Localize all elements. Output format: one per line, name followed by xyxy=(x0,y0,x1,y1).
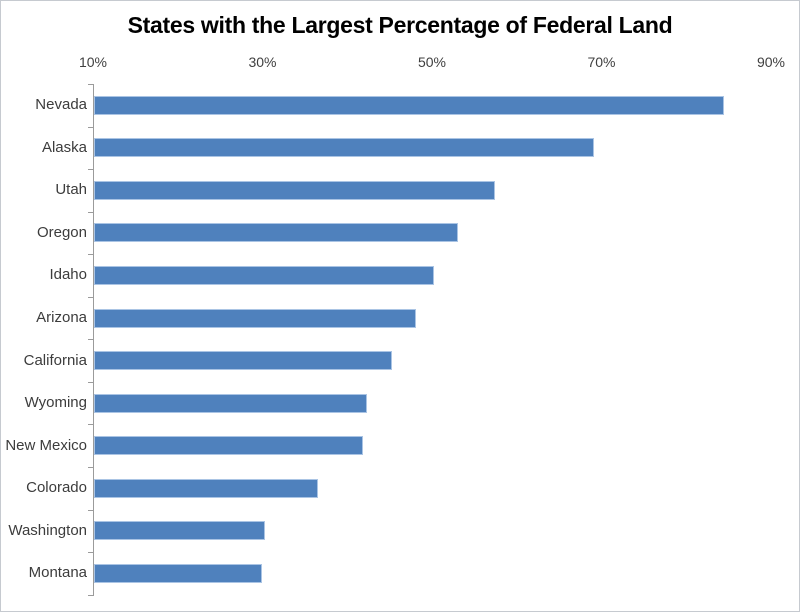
axis-tick-mark xyxy=(88,127,93,128)
axis-tick-mark xyxy=(88,339,93,340)
bar-washington xyxy=(94,521,265,540)
axis-tick-mark xyxy=(88,510,93,511)
category-label-new-mexico: New Mexico xyxy=(5,437,87,454)
bar-nevada xyxy=(94,96,724,115)
axis-tick-mark xyxy=(88,212,93,213)
bar-idaho xyxy=(94,266,434,285)
axis-tick-mark xyxy=(88,254,93,255)
category-label-colorado: Colorado xyxy=(26,479,87,496)
category-label-utah: Utah xyxy=(55,181,87,198)
bar-new-mexico xyxy=(94,436,363,455)
chart-title: States with the Largest Percentage of Fe… xyxy=(127,12,673,38)
category-label-wyoming: Wyoming xyxy=(24,394,87,411)
bar-alaska xyxy=(94,138,594,157)
category-label-california: California xyxy=(23,352,87,369)
category-axis-line xyxy=(93,84,94,596)
category-label-arizona: Arizona xyxy=(36,309,87,326)
bar-utah xyxy=(94,181,495,200)
category-label-alaska: Alaska xyxy=(41,139,87,156)
x-axis-tick-label-90%: 90% xyxy=(756,54,786,70)
bar-oregon xyxy=(94,223,458,242)
category-label-washington: Washington xyxy=(8,522,87,539)
bar-colorado xyxy=(94,479,318,498)
axis-tick-mark xyxy=(88,84,93,85)
x-axis-tick-label-30%: 30% xyxy=(248,54,277,70)
axis-tick-mark xyxy=(88,552,93,553)
bar-california xyxy=(94,351,392,370)
x-axis-tick-label-10%: 10% xyxy=(78,54,108,70)
x-axis-tick-label-50%: 50% xyxy=(417,54,447,70)
bar-arizona xyxy=(94,309,416,328)
axis-tick-mark xyxy=(88,169,93,170)
bar-montana xyxy=(94,564,262,583)
axis-tick-mark xyxy=(88,297,93,298)
axis-tick-mark xyxy=(88,382,93,383)
category-label-idaho: Idaho xyxy=(49,266,87,283)
axis-tick-mark xyxy=(88,595,93,596)
bar-wyoming xyxy=(94,394,367,413)
category-label-montana: Montana xyxy=(28,564,87,581)
category-label-oregon: Oregon xyxy=(36,224,87,241)
category-label-nevada: Nevada xyxy=(35,96,87,113)
x-axis-tick-label-70%: 70% xyxy=(587,54,616,70)
axis-tick-mark xyxy=(88,424,93,425)
axis-tick-mark xyxy=(88,467,93,468)
